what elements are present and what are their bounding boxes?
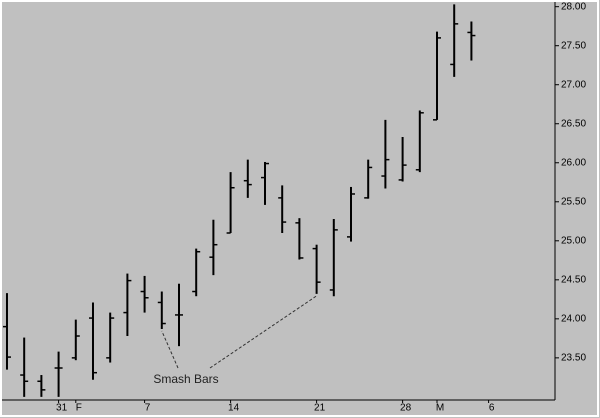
- x-tick-label: 31: [56, 403, 68, 414]
- x-tick-label: 7: [145, 403, 151, 414]
- x-tick-label: 28: [400, 403, 412, 414]
- x-tick-label: 6: [489, 403, 495, 414]
- y-tick-label: 26.50: [561, 118, 586, 129]
- y-tick-label: 27.50: [561, 40, 586, 51]
- y-tick-label: 23.50: [561, 352, 586, 363]
- x-tick-label: 21: [314, 403, 326, 414]
- x-tick-label: M: [436, 403, 444, 414]
- annotation: Smash Bars: [153, 372, 218, 386]
- y-tick-label: 25.50: [561, 196, 586, 207]
- x-tick-label: 14: [228, 403, 240, 414]
- y-tick-label: 28.00: [561, 1, 586, 12]
- y-tick-label: 24.50: [561, 274, 586, 285]
- y-tick-label: 24.00: [561, 313, 586, 324]
- x-tick-label: F: [76, 403, 82, 414]
- annotation-leader: [209, 295, 317, 369]
- y-tick-label: 26.00: [561, 157, 586, 168]
- annotation-leader: [161, 330, 179, 369]
- y-tick-label: 25.00: [561, 235, 586, 246]
- y-tick-label: 27.00: [561, 79, 586, 90]
